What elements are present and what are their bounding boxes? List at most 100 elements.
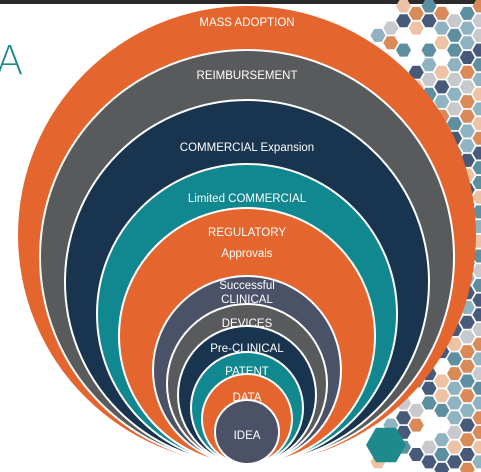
hexagon-tile xyxy=(459,80,475,94)
stage-label: IDEA xyxy=(234,430,261,442)
hexagon-tile xyxy=(447,367,462,381)
hexagon-tile xyxy=(434,374,450,388)
hexagon-tile xyxy=(472,28,481,42)
hexagon-tile xyxy=(421,14,437,28)
hexagon-tile xyxy=(459,109,475,123)
hexagon-accent xyxy=(366,427,406,463)
hexagon-tile xyxy=(472,58,481,72)
hexagon-tile xyxy=(472,264,481,278)
hexagon-tile xyxy=(447,102,462,116)
hexagon-tile xyxy=(434,403,450,417)
hexagon-tile xyxy=(459,21,475,35)
hexagon-tile xyxy=(447,381,462,395)
hexagon-tile xyxy=(459,36,475,50)
hexagon-tile xyxy=(396,14,411,28)
hexagon-tile xyxy=(459,403,475,417)
hexagon-tile xyxy=(434,65,450,79)
stage-label: DATA xyxy=(233,392,262,404)
hexagon-tile xyxy=(447,43,462,57)
hexagon-tile xyxy=(472,352,481,366)
hexagon-tile xyxy=(447,425,462,439)
hexagon-tile xyxy=(408,65,424,79)
hexagon-tile xyxy=(459,433,475,447)
hexagon-tile xyxy=(421,440,437,454)
hexagon-tile xyxy=(434,433,450,447)
stage-label: CLINICAL xyxy=(221,294,273,306)
hexagon-tile xyxy=(472,425,481,439)
hexagon-tile xyxy=(447,58,462,72)
hexagon-tile xyxy=(408,418,424,432)
hexagon-tile xyxy=(459,6,475,20)
hexagon-tile xyxy=(421,455,437,469)
hexagon-tile xyxy=(472,455,481,469)
hexagon-tile xyxy=(472,43,481,57)
hexagon-tile xyxy=(396,411,411,425)
hexagon-tile xyxy=(472,73,481,86)
hexagon-tile xyxy=(459,65,475,79)
hexagon-tile xyxy=(472,293,481,307)
hexagon-tile xyxy=(434,462,450,472)
hexagon-tile xyxy=(472,102,481,116)
hexagon-tile xyxy=(459,448,475,461)
hexagon-tile xyxy=(408,403,424,417)
hexagon-tile xyxy=(383,21,399,35)
concentric-stage-rings xyxy=(18,6,476,465)
hexagon-tile xyxy=(434,6,450,20)
hexagon-tile xyxy=(472,308,481,322)
hexagon-tile xyxy=(472,367,481,381)
stage-label: Successful xyxy=(219,280,275,292)
hexagon-tile xyxy=(472,440,481,454)
hexagon-tile xyxy=(459,124,475,138)
hexagon-tile xyxy=(421,43,437,57)
hexagon-tile xyxy=(434,36,450,50)
hexagon-tile xyxy=(472,190,481,204)
hexagon-tile xyxy=(434,80,450,94)
hexagon-tile xyxy=(472,337,481,351)
stage-label: REGULATORY xyxy=(208,227,286,239)
top-bar xyxy=(0,0,481,4)
hexagon-tile xyxy=(396,0,411,13)
hexagon-tile xyxy=(472,146,481,160)
hexagon-tile xyxy=(459,374,475,388)
hexagon-tile xyxy=(447,396,462,410)
slide-title-fragment: A xyxy=(0,38,24,84)
stage-labels: MASS ADOPTION REIMBURSEMENT COMMERCIAL Exp… xyxy=(180,17,314,442)
hexagon-tile xyxy=(434,389,450,403)
stage-label: MASS ADOPTION xyxy=(199,17,294,29)
stage-label: COMMERCIAL Expansion xyxy=(180,142,314,154)
hexagon-tile xyxy=(459,359,475,373)
hexagon-tile xyxy=(421,396,437,410)
stage-label: Limited COMMERCIAL xyxy=(188,193,307,205)
stage-label: REIMBURSEMENT xyxy=(197,70,298,82)
hexagon-tile xyxy=(447,411,462,425)
hexagon-tile xyxy=(472,396,481,410)
stage-label: Approvals xyxy=(221,248,272,260)
hexagon-tile xyxy=(472,278,481,292)
stage-label: PATENT xyxy=(225,366,269,378)
hexagon-tile xyxy=(472,14,481,28)
hexagon-tile xyxy=(421,58,437,72)
hexagon-tile xyxy=(408,6,424,20)
hexagon-tile xyxy=(370,28,386,42)
hexagon-tile xyxy=(472,117,481,131)
stage-label: Pre-CLINICAL xyxy=(210,343,284,355)
hexagon-tile xyxy=(472,176,481,189)
hexagon-tile xyxy=(459,95,475,109)
hexagon-tile xyxy=(472,0,481,13)
stage-ring xyxy=(214,399,280,465)
hexagon-tile xyxy=(459,389,475,403)
hexagon-tile xyxy=(421,73,437,86)
hexagon-tile xyxy=(383,36,399,50)
hexagon-tile xyxy=(447,28,462,42)
hexagon-tile xyxy=(396,43,411,57)
hexagon-tile xyxy=(408,21,424,35)
hexagon-tile xyxy=(408,448,424,461)
hexagon-tile xyxy=(459,330,475,344)
hexagon-tile xyxy=(447,14,462,28)
hexagon-tile xyxy=(447,87,462,101)
hexagon-tile xyxy=(447,455,462,469)
hexagon-tile xyxy=(434,21,450,35)
hexagon-tile xyxy=(472,323,481,336)
hexagon-tile xyxy=(447,440,462,454)
